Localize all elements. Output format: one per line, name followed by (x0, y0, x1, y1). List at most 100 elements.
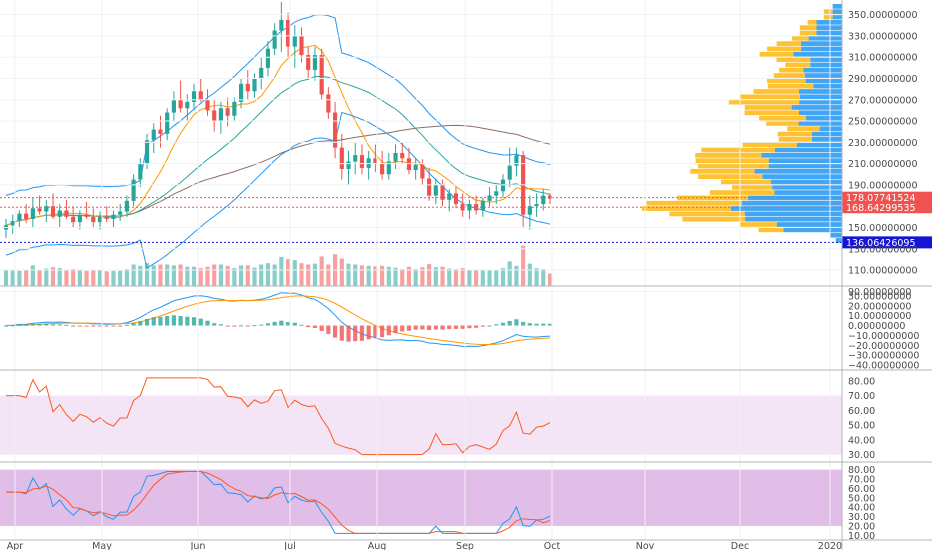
macd-histogram-bar (212, 323, 217, 326)
volume-profile-bar-down (701, 147, 776, 153)
macd-tick-label: −30.00000000 (848, 351, 919, 362)
candle-body (285, 19, 291, 47)
volume-bar (212, 264, 217, 286)
stoch-d-line (6, 471, 551, 534)
volume-profile-bar-down (698, 174, 763, 179)
macd-histogram-bar (420, 325, 425, 330)
volume-profile-bar-down (791, 35, 809, 41)
macd-histogram-bar (312, 325, 318, 328)
volume-bar (306, 264, 311, 286)
candle-body (413, 164, 418, 171)
volume-profile-bar-down (709, 190, 775, 195)
time-axis-label: Sep (456, 541, 474, 550)
candle-body (386, 161, 391, 175)
price-tick-label: 230.00000000 (848, 138, 918, 149)
bollinger-lower (5, 111, 551, 269)
volume-bar (185, 266, 190, 286)
volume-profile-bar-up (805, 115, 842, 121)
macd-histogram-bar (406, 325, 412, 331)
candle-body (144, 140, 150, 164)
macd-histogram-bar (232, 325, 237, 327)
stoch-k-line (6, 471, 551, 534)
price-tag (842, 191, 932, 204)
moving-average-short (5, 44, 551, 226)
price-tick-label: 290.00000000 (848, 74, 918, 85)
candle-body (279, 19, 284, 31)
candle-body (238, 83, 244, 102)
macd-histogram-bar (514, 319, 519, 326)
candle-body (84, 214, 89, 217)
macd-histogram-bar (373, 325, 378, 339)
volume-bar (494, 269, 499, 286)
macd-histogram-bar (191, 317, 197, 326)
volume-profile-bar-down (682, 216, 746, 222)
volume-bar (285, 259, 291, 286)
volume-bar (238, 265, 244, 286)
volume-bar (393, 267, 398, 286)
volume-bar (64, 269, 69, 286)
macd-histogram-bar (24, 324, 29, 326)
volume-profile-bar-down (773, 73, 805, 78)
candle-body (427, 178, 432, 196)
candle-body (24, 213, 29, 219)
volume-profile-bar-up (835, 238, 842, 243)
candle-body (212, 110, 217, 122)
rsi-band (0, 395, 842, 455)
volume-bar (44, 268, 49, 286)
volume-profile-bar-down (767, 83, 814, 89)
volume-bar (373, 266, 378, 286)
candle-body (259, 67, 264, 79)
candle-body (97, 216, 103, 223)
volume-profile-bar-up (745, 216, 842, 222)
volume-profile-bar-up (761, 152, 842, 158)
macd-histogram-bar (17, 324, 22, 326)
candle-body (64, 210, 69, 217)
candle-body (400, 152, 405, 159)
macd-histogram-bar (393, 325, 398, 333)
volume-bar (514, 265, 519, 286)
volume-profile-bar-up (770, 179, 842, 185)
volume-bar (77, 269, 82, 286)
macd-histogram-bar (265, 323, 271, 326)
time-axis-label: 2020 (818, 541, 842, 550)
macd-histogram-bar (64, 324, 69, 326)
macd-histogram-bar (299, 324, 304, 326)
candle-body (380, 163, 385, 175)
candle-body (393, 152, 398, 162)
volume-bar (534, 268, 539, 286)
volume-bar (259, 264, 264, 286)
volume-profile-bar-down (785, 62, 811, 68)
stoch-tick-label: 60.00 (848, 484, 875, 495)
volume-profile-bar-down (739, 222, 777, 227)
macd-histogram-bar (527, 323, 532, 326)
rsi-pane (0, 377, 842, 456)
volume-bar (507, 261, 512, 286)
volume-bar (467, 269, 472, 286)
time-axis-label: Apr (7, 541, 24, 550)
stoch-tick-label: 20.00 (848, 521, 875, 532)
macd-histogram-bar (474, 325, 479, 328)
macd-histogram-bar (279, 320, 284, 326)
candle-body (353, 155, 358, 162)
volume-bar (521, 245, 526, 286)
volume-profile-bar-down (742, 142, 797, 148)
volume-profile-bar-up (811, 137, 842, 142)
volume-bar (487, 269, 492, 286)
macd-histogram-bar (30, 324, 35, 326)
candle-body (191, 91, 197, 102)
volume-profile-bar-up (808, 35, 842, 41)
volume-profile-bar-up (776, 222, 842, 227)
candle-body (359, 155, 365, 168)
volume-bar (359, 265, 365, 286)
volume-profile-bar-down (759, 51, 794, 57)
macd-histogram-bar (413, 325, 418, 330)
price-tag-label: 136.06426095 (846, 238, 916, 249)
volume-bar (24, 269, 29, 286)
price-tick-label: 330.00000000 (848, 31, 918, 42)
volume-profile-bar-up (804, 73, 842, 78)
volume-bar (420, 267, 425, 286)
candle-body (326, 94, 331, 113)
price-tag (842, 201, 932, 214)
